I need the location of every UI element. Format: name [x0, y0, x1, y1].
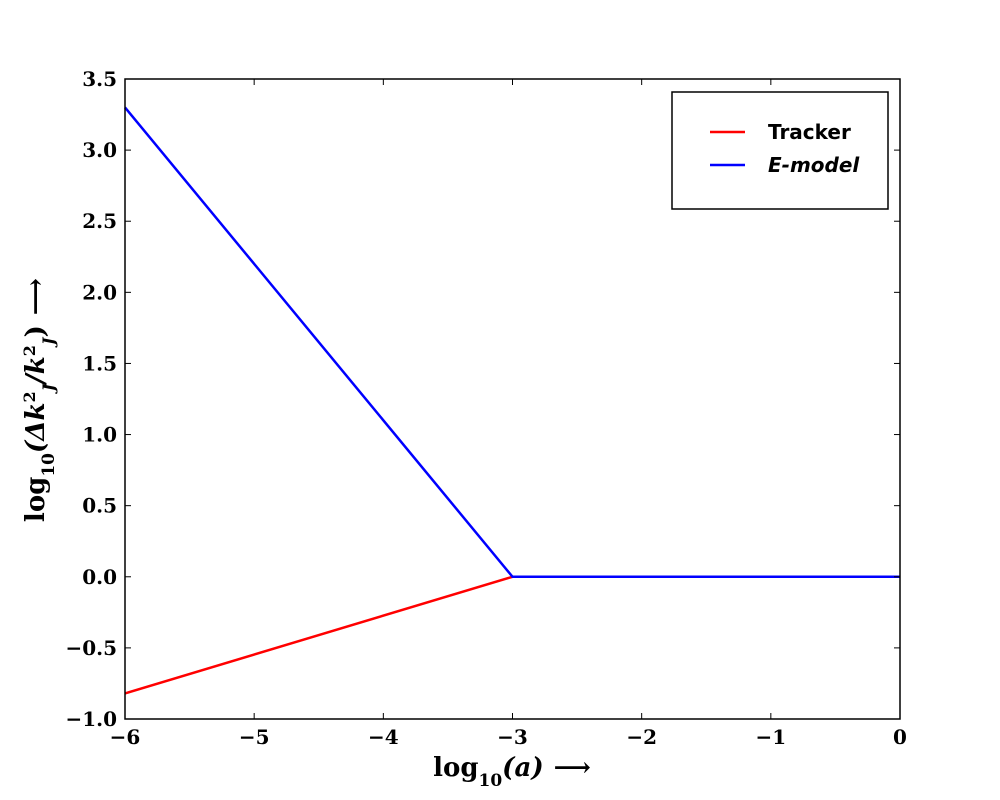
legend-label-tracker: Tracker — [768, 120, 851, 144]
x-tick-label: −5 — [239, 725, 270, 749]
legend-box — [671, 91, 889, 210]
y-tick-label: −1.0 — [65, 707, 117, 731]
series-line-tracker — [124, 575, 900, 695]
legend-label-e-model: E-model — [768, 153, 860, 177]
y-tick-label: 2.5 — [82, 209, 117, 233]
y-tick-label: 1.5 — [82, 351, 117, 375]
x-axis-label: log10(a) ⟶ — [433, 753, 591, 791]
y-axis-label: log10(Δk2J/k2J)⟶ — [20, 278, 60, 522]
x-tick-label: −4 — [368, 725, 399, 749]
x-tick-label: −3 — [497, 725, 528, 749]
x-axis: −6 −5 −4 −3 −2 −1 0 — [110, 79, 907, 749]
y-tick-label: 0.5 — [82, 494, 117, 518]
y-tick-label: 3.5 — [82, 67, 117, 91]
y-tick-label: 2.0 — [82, 280, 117, 304]
series-layer — [124, 106, 900, 695]
y-axis: −1.0 −0.5 0.0 0.5 1.0 1.5 2.0 2.5 3.0 3.5 — [65, 67, 900, 731]
x-tick-label: 0 — [893, 725, 907, 749]
y-tick-label: 1.0 — [82, 423, 117, 447]
x-tick-label: −2 — [626, 725, 657, 749]
y-tick-label: 0.0 — [82, 565, 117, 589]
x-tick-label: −6 — [110, 725, 141, 749]
x-tick-label: −1 — [755, 725, 786, 749]
legend: Tracker E-model — [671, 91, 889, 210]
y-tick-label: 3.0 — [82, 138, 117, 162]
y-tick-label: −0.5 — [65, 636, 117, 660]
series-line-e-model — [124, 106, 900, 579]
